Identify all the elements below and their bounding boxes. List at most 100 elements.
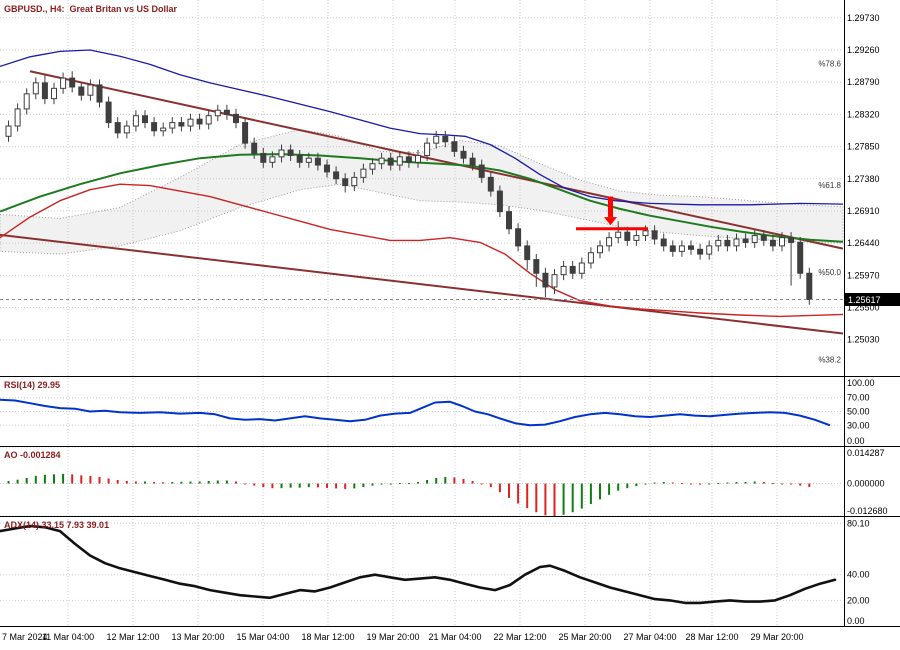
- ao-histogram-bar: [735, 482, 738, 484]
- ao-histogram-bar: [125, 480, 128, 484]
- fibonacci-level-label: %50.0: [818, 268, 841, 277]
- green-ma-line: [0, 153, 844, 243]
- ao-histogram-bar: [608, 483, 611, 495]
- candle-body: [515, 228, 522, 247]
- candle-body: [187, 118, 194, 127]
- ao-histogram-bar: [498, 483, 501, 493]
- ao-histogram-bar: [316, 483, 319, 488]
- ao-histogram-bar: [708, 483, 711, 485]
- candle-body: [788, 237, 795, 243]
- price-axis[interactable]: [844, 0, 900, 626]
- candle-body: [196, 118, 203, 125]
- ao-histogram-bar: [280, 483, 283, 489]
- fibonacci-level-label: %78.6: [818, 60, 841, 69]
- time-axis-label: 29 Mar 20:00: [750, 632, 803, 642]
- ao-histogram-bar: [89, 475, 92, 484]
- rsi-line: [0, 398, 831, 427]
- candle-body: [760, 235, 767, 241]
- ao-histogram-bar: [189, 481, 192, 484]
- ao-histogram-bar: [43, 474, 46, 484]
- candle-body: [78, 86, 85, 96]
- candle-body: [724, 239, 731, 247]
- candle-body: [496, 190, 503, 213]
- ao-histogram-bar: [453, 477, 456, 484]
- ao-histogram-bar: [207, 480, 210, 484]
- ao-histogram-bar: [134, 481, 137, 484]
- ao-histogram-bar: [544, 483, 547, 516]
- ao-histogram-bar: [726, 482, 729, 484]
- ao-histogram-bar: [808, 483, 811, 487]
- rsi-axis-label: 30.00: [847, 420, 870, 430]
- candle-body: [114, 122, 121, 134]
- price-axis-label: 1.29260: [847, 45, 880, 55]
- candle-body: [324, 164, 330, 173]
- ao-histogram-bar: [16, 479, 19, 484]
- ao-histogram-bar: [389, 483, 392, 485]
- ao-histogram-bar: [371, 483, 374, 486]
- ao-histogram-bar: [216, 480, 219, 484]
- ao-histogram-bar: [307, 483, 310, 488]
- price-axis-label: 1.25500: [847, 303, 880, 313]
- candle-body: [233, 113, 239, 124]
- ao-histogram-bar: [526, 483, 529, 509]
- ao-histogram-bar: [435, 477, 438, 484]
- ao-histogram-bar: [480, 483, 483, 485]
- lower-channel-trendline: [0, 233, 844, 335]
- ao-histogram-bar: [580, 483, 583, 509]
- ao-histogram-bar: [153, 482, 156, 484]
- ao-histogram-bar: [344, 483, 347, 489]
- ao-histogram-bar: [116, 479, 119, 484]
- candle-body: [305, 157, 312, 163]
- candle-body: [424, 142, 431, 156]
- candle-body: [396, 156, 403, 166]
- ao-histogram-bar: [235, 481, 237, 484]
- candle-body: [569, 265, 576, 274]
- ao-histogram-bar: [589, 483, 592, 505]
- fibonacci-level-label: %61.8: [818, 181, 841, 190]
- ao-indicator-label: AO -0.001284: [4, 450, 61, 460]
- ao-histogram-bar: [753, 481, 756, 484]
- candle-body: [214, 109, 221, 117]
- candle-body: [60, 77, 67, 89]
- ao-histogram-bar: [289, 483, 292, 488]
- ao-histogram-bar: [271, 483, 274, 489]
- candle-body: [487, 176, 494, 192]
- rsi-axis-label: 50.00: [847, 407, 870, 417]
- ao-histogram-bar: [326, 483, 328, 488]
- time-axis-label: 22 Mar 12:00: [493, 632, 546, 642]
- candle-body: [41, 82, 48, 100]
- candle-body: [524, 245, 531, 261]
- ao-histogram-bar: [553, 483, 556, 517]
- candle-body: [151, 122, 158, 132]
- candle-body: [360, 168, 367, 178]
- candle-body: [32, 82, 39, 95]
- candle-body: [5, 125, 12, 137]
- adx-axis-label: 80.10: [847, 518, 870, 528]
- candle-body: [688, 245, 694, 250]
- ao-histogram-bar: [781, 483, 783, 485]
- candle-body: [678, 245, 685, 252]
- candle-body: [451, 141, 458, 152]
- price-axis-label: 1.26440: [847, 238, 880, 248]
- candle-body: [123, 125, 130, 134]
- ao-histogram-bar: [7, 480, 10, 484]
- candle-body: [587, 252, 594, 264]
- candle-body: [296, 154, 303, 163]
- ao-histogram-bar: [71, 474, 74, 484]
- price-axis-label: 1.25030: [847, 335, 880, 345]
- candle-body: [642, 230, 649, 237]
- time-axis-label: 21 Mar 04:00: [428, 632, 481, 642]
- ao-pane: 0.014287 0.000000 -0.012680: [0, 446, 888, 517]
- rsi-axis-label: 70.00: [847, 393, 870, 403]
- ao-histogram-bar: [799, 483, 802, 486]
- price-axis-label: 1.28790: [847, 77, 880, 87]
- ao-axis-label: 0.000000: [847, 479, 885, 489]
- candle-body: [333, 171, 340, 180]
- ao-histogram-bar: [262, 483, 265, 488]
- ao-histogram-bar: [171, 482, 174, 484]
- candle-body: [433, 135, 440, 144]
- current-price-tag: [845, 292, 900, 306]
- price-axis-label: 1.27380: [847, 174, 880, 184]
- candle-body: [132, 115, 139, 127]
